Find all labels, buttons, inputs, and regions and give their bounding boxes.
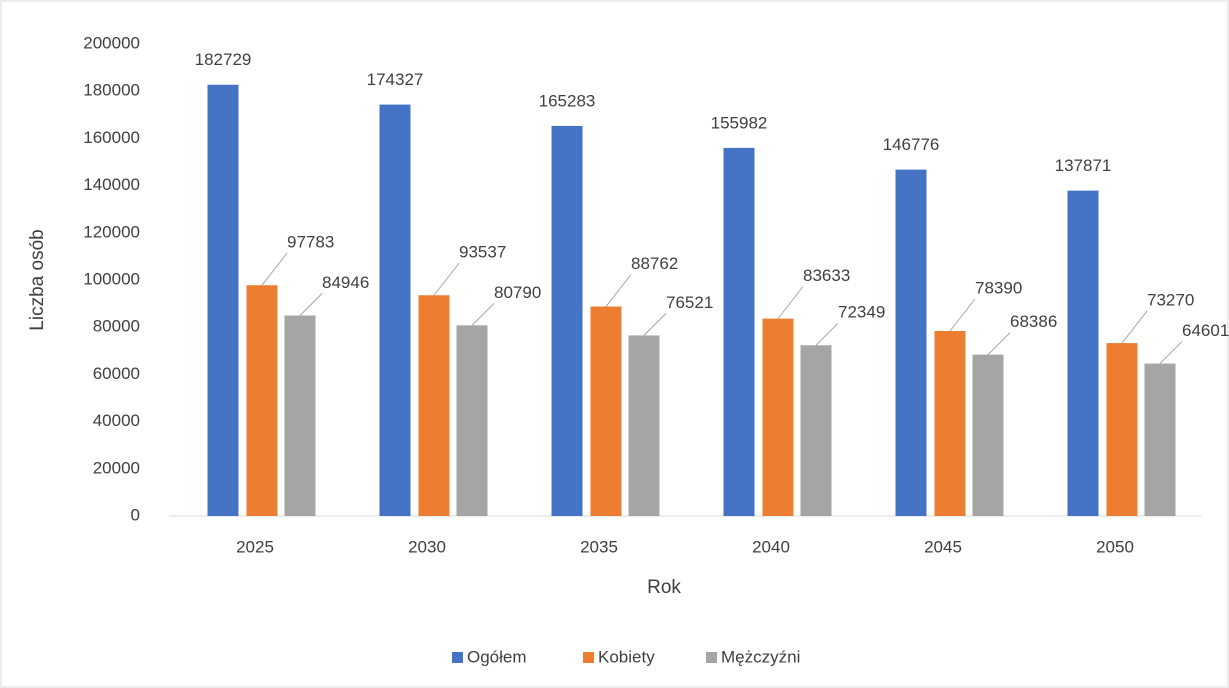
bar xyxy=(1144,363,1176,516)
y-tick-label: 180000 xyxy=(83,81,140,100)
data-label: 174327 xyxy=(367,70,424,89)
legend-label: Mężczyźni xyxy=(721,647,800,666)
x-tick-label: 2025 xyxy=(236,537,274,556)
legend-swatch xyxy=(706,652,717,663)
data-label: 88762 xyxy=(631,254,678,273)
bar xyxy=(379,104,411,516)
data-label: 137871 xyxy=(1055,156,1112,175)
data-label: 72349 xyxy=(838,303,885,322)
legend-label: Ogółem xyxy=(467,647,527,666)
bar xyxy=(895,169,927,516)
data-label: 155982 xyxy=(711,113,768,132)
y-tick-label: 0 xyxy=(131,505,140,524)
leader-line xyxy=(299,293,323,316)
leader-line xyxy=(949,298,976,332)
data-label: 76521 xyxy=(666,293,713,312)
y-tick-label: 200000 xyxy=(83,33,140,52)
data-label: 73270 xyxy=(1147,291,1194,310)
data-label: 182729 xyxy=(195,50,252,69)
data-label: 64601 xyxy=(1182,321,1229,340)
bar xyxy=(1067,190,1099,516)
legend-swatch xyxy=(583,652,594,663)
x-tick-label: 2030 xyxy=(408,537,446,556)
y-tick-label: 160000 xyxy=(83,128,140,147)
leader-line xyxy=(1159,341,1183,364)
bar xyxy=(207,84,239,517)
leader-line xyxy=(605,274,632,307)
bar xyxy=(418,295,450,516)
bar xyxy=(628,335,660,516)
leader-line xyxy=(471,302,495,326)
data-label: 80790 xyxy=(494,283,541,302)
y-tick-label: 100000 xyxy=(83,269,140,288)
data-label: 83633 xyxy=(803,266,850,285)
y-tick-label: 60000 xyxy=(93,364,140,383)
leader-line xyxy=(777,286,804,319)
data-label: 97783 xyxy=(287,233,334,252)
bar xyxy=(1106,343,1138,516)
y-tick-label: 140000 xyxy=(83,175,140,194)
bar xyxy=(934,330,966,516)
y-tick-label: 20000 xyxy=(93,458,140,477)
leader-line xyxy=(261,252,288,286)
bar xyxy=(590,306,622,516)
bar xyxy=(972,354,1004,516)
x-axis-title: Rok xyxy=(647,577,681,598)
leader-line xyxy=(433,262,460,296)
x-tick-label: 2040 xyxy=(752,537,790,556)
legend-swatch xyxy=(452,652,463,663)
data-label: 165283 xyxy=(539,91,596,110)
leader-line xyxy=(815,322,839,346)
legend-label: Kobiety xyxy=(598,647,655,666)
y-axis-title: Liczba osób xyxy=(27,229,48,330)
bar xyxy=(723,147,755,516)
data-label: 146776 xyxy=(883,135,940,154)
y-tick-label: 80000 xyxy=(93,317,140,336)
bar xyxy=(762,318,794,516)
x-tick-label: 2045 xyxy=(924,537,962,556)
y-tick-label: 120000 xyxy=(83,222,140,241)
bar xyxy=(246,285,278,516)
bar xyxy=(800,345,832,516)
x-tick-label: 2050 xyxy=(1096,537,1134,556)
bar xyxy=(284,315,316,516)
leader-line xyxy=(643,313,667,336)
x-tick-label: 2035 xyxy=(580,537,618,556)
leader-line xyxy=(1121,310,1148,344)
y-tick-label: 40000 xyxy=(93,411,140,430)
leader-line xyxy=(987,332,1011,355)
data-label: 68386 xyxy=(1010,312,1057,331)
data-label: 84946 xyxy=(322,273,369,292)
bar xyxy=(551,125,583,516)
data-label: 78390 xyxy=(975,278,1022,297)
data-label: 93537 xyxy=(459,243,506,262)
bar xyxy=(456,325,488,516)
